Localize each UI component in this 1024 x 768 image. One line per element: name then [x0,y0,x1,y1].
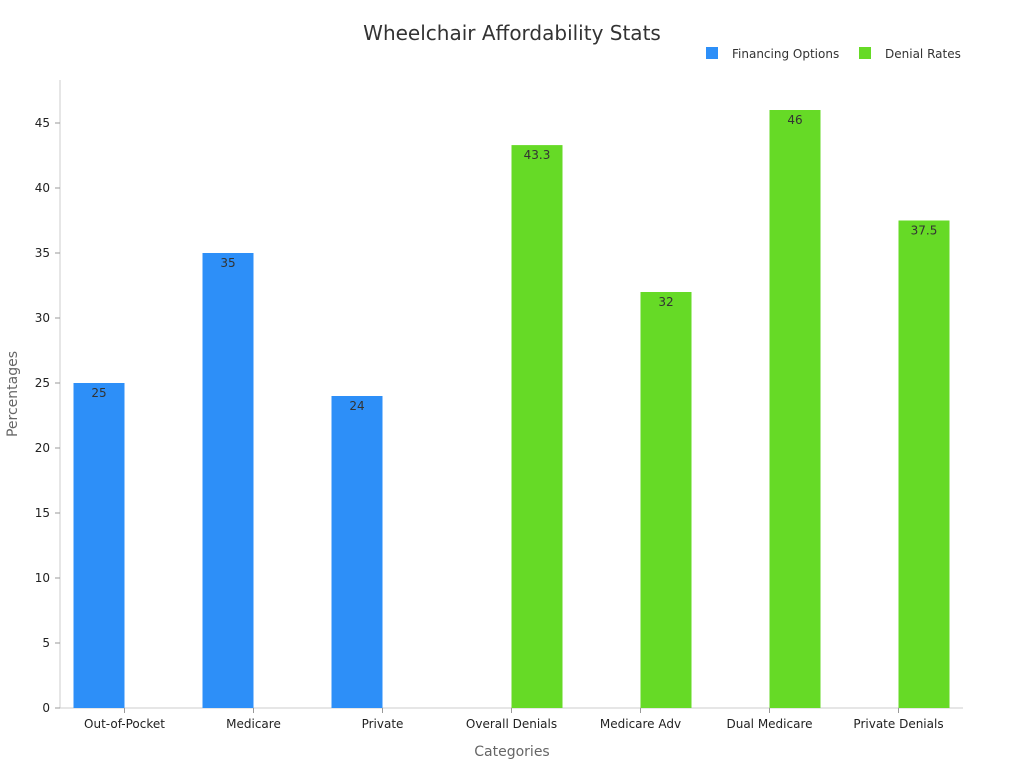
y-axis-title: Percentages [5,351,21,437]
bar-private [331,396,383,708]
legend-label-financing-options: Financing Options [732,47,839,61]
data-label-private: 24 [349,399,364,413]
bar-medicare-adv [640,292,692,708]
bar-out-of-pocket [73,383,125,708]
y-tick-label: 5 [42,636,50,650]
x-axis-title: Categories [474,744,549,760]
data-labels: 25 35 24 43.3 32 46 37.5 [91,113,937,413]
x-tick-label-medicare: Medicare [226,717,281,731]
y-tick-label: 20 [35,441,50,455]
x-tick-label-dual-medicare: Dual Medicare [726,717,812,731]
data-label-medicare: 35 [220,256,235,270]
data-label-overall-denials: 43.3 [524,148,551,162]
data-label-private-denials: 37.5 [911,224,938,238]
x-tick-label-overall-denials: Overall Denials [466,717,557,731]
bar-private-denials [898,220,950,708]
y-tick-label: 25 [35,376,50,390]
x-tick-label-private-denials: Private Denials [853,717,943,731]
bar-overall-denials [511,145,563,709]
y-tick-label: 10 [35,571,50,585]
y-axis-ticks: 0 5 10 15 20 25 30 35 40 45 [35,116,60,715]
bars [73,110,950,709]
y-tick-label: 30 [35,311,50,325]
y-tick-label: 45 [35,116,50,130]
y-tick-label: 15 [35,506,50,520]
x-tick-label-out-of-pocket: Out-of-Pocket [84,717,165,731]
legend: Financing Options Denial Rates [706,47,961,61]
x-axis-ticks: Out-of-Pocket Medicare Private Overall Deni… [84,708,944,731]
bar-medicare [202,253,254,708]
legend-label-denial-rates: Denial Rates [885,47,961,61]
data-label-medicare-adv: 32 [658,295,673,309]
y-tick-label: 40 [35,181,50,195]
x-tick-label-medicare-adv: Medicare Adv [600,717,681,731]
legend-swatch-denial-rates [859,47,871,59]
y-tick-label: 35 [35,246,50,260]
bar-dual-medicare [769,110,821,708]
x-tick-label-private: Private [362,717,404,731]
legend-swatch-financing-options [706,47,718,59]
y-tick-label: 0 [42,701,50,715]
data-label-dual-medicare: 46 [787,113,802,127]
data-label-out-of-pocket: 25 [91,386,106,400]
chart-title: Wheelchair Affordability Stats [363,21,661,45]
